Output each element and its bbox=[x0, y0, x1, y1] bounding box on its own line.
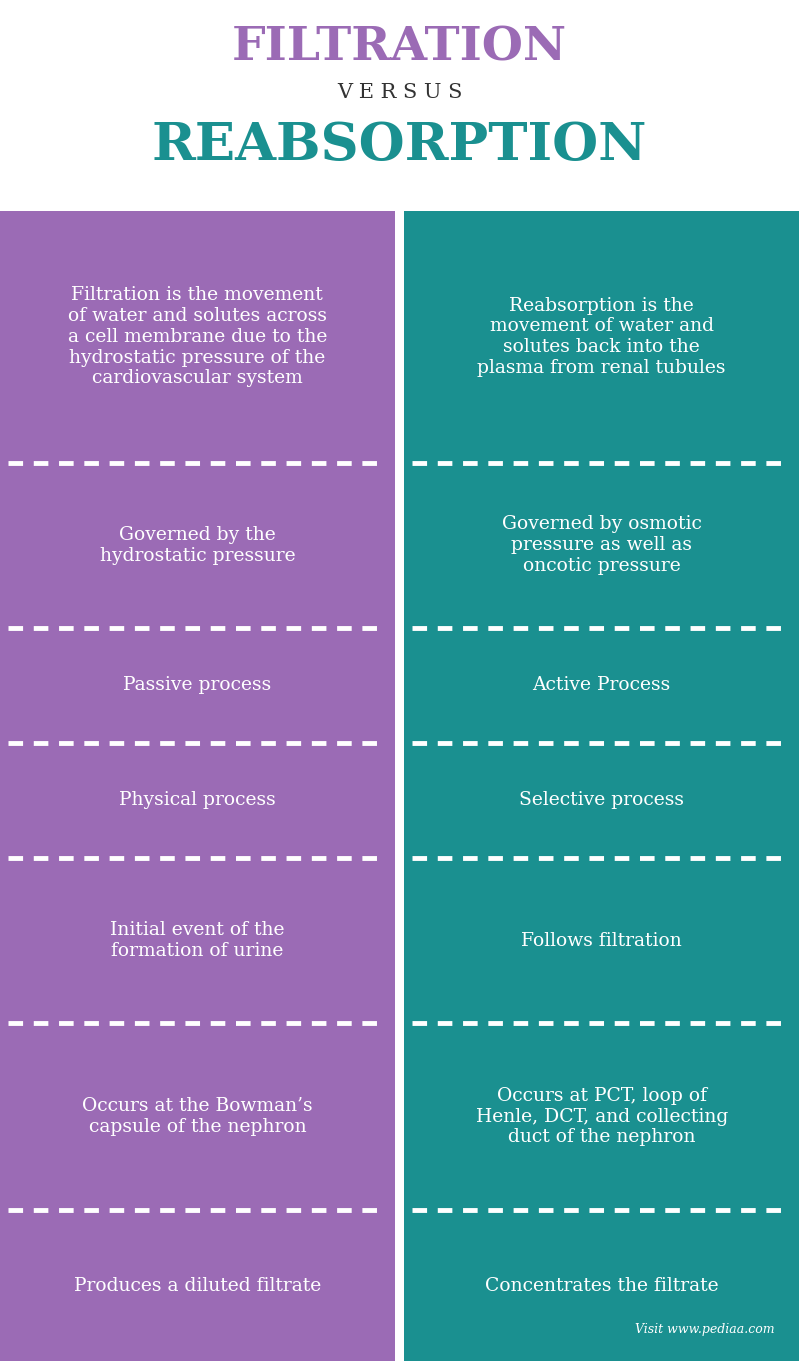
Text: Governed by the
hydrostatic pressure: Governed by the hydrostatic pressure bbox=[100, 525, 295, 565]
Text: Occurs at the Bowman’s
capsule of the nephron: Occurs at the Bowman’s capsule of the ne… bbox=[82, 1097, 312, 1136]
Text: Physical process: Physical process bbox=[119, 791, 276, 810]
Text: Governed by osmotic
pressure as well as
oncotic pressure: Governed by osmotic pressure as well as … bbox=[502, 516, 702, 574]
Text: Produces a diluted filtrate: Produces a diluted filtrate bbox=[74, 1277, 321, 1294]
Bar bbox=[404, 627, 799, 743]
Bar bbox=[0, 211, 395, 463]
Bar bbox=[404, 211, 799, 463]
Text: Initial event of the
formation of urine: Initial event of the formation of urine bbox=[110, 921, 284, 960]
Text: Visit www.pediaa.com: Visit www.pediaa.com bbox=[635, 1323, 775, 1337]
Text: Filtration is the movement
of water and solutes across
a cell membrane due to th: Filtration is the movement of water and … bbox=[68, 286, 327, 388]
Bar bbox=[0, 743, 395, 857]
Text: Follows filtration: Follows filtration bbox=[521, 931, 682, 950]
Text: Reabsorption is the
movement of water and
solutes back into the
plasma from rena: Reabsorption is the movement of water an… bbox=[477, 297, 726, 377]
Text: Selective process: Selective process bbox=[519, 791, 684, 810]
Bar bbox=[0, 857, 395, 1023]
Text: Active Process: Active Process bbox=[532, 676, 671, 694]
Bar bbox=[0, 1210, 395, 1361]
Bar bbox=[395, 211, 404, 1361]
Text: REABSORPTION: REABSORPTION bbox=[152, 120, 647, 171]
Bar bbox=[404, 1210, 799, 1361]
Bar bbox=[404, 463, 799, 627]
Bar bbox=[0, 627, 395, 743]
Text: V E R S U S: V E R S U S bbox=[337, 83, 462, 102]
Bar bbox=[404, 743, 799, 857]
Bar bbox=[0, 463, 395, 627]
Bar bbox=[0, 1023, 395, 1210]
Text: FILTRATION: FILTRATION bbox=[232, 24, 567, 71]
Text: Concentrates the filtrate: Concentrates the filtrate bbox=[485, 1277, 718, 1294]
Text: Occurs at PCT, loop of
Henle, DCT, and collecting
duct of the nephron: Occurs at PCT, loop of Henle, DCT, and c… bbox=[475, 1087, 728, 1146]
Bar bbox=[404, 1023, 799, 1210]
Bar bbox=[404, 857, 799, 1023]
Text: Passive process: Passive process bbox=[123, 676, 272, 694]
